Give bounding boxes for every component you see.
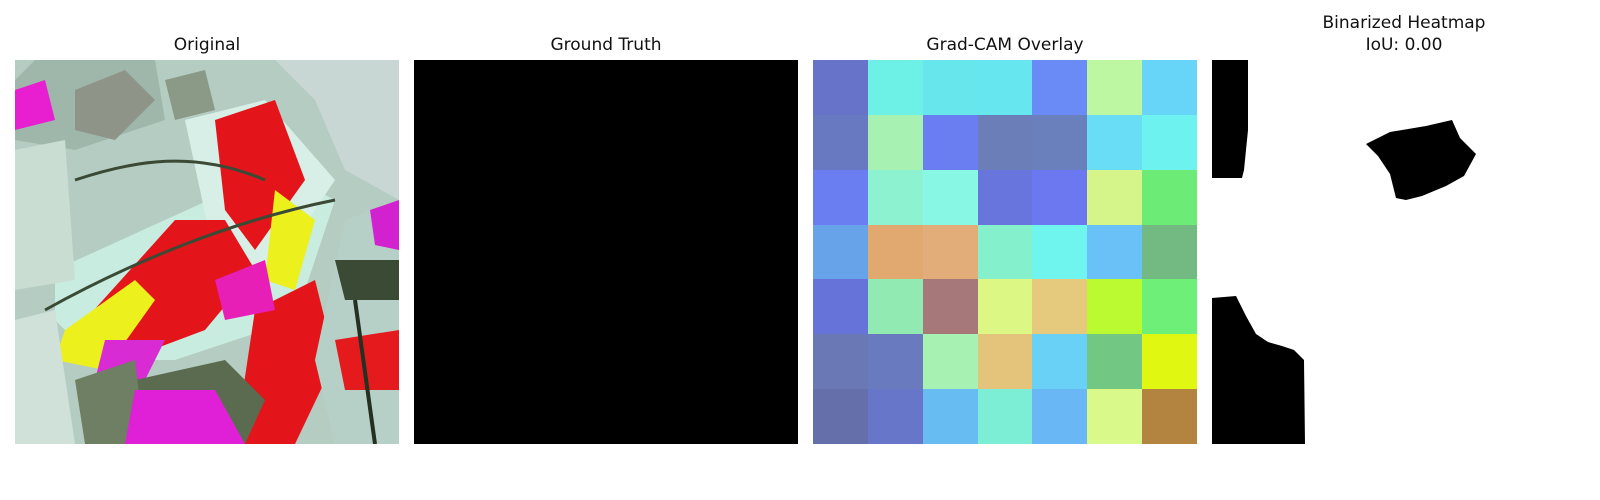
- gradcam-cell: [1087, 224, 1143, 280]
- gradcam-cell: [1087, 389, 1143, 444]
- ground-truth-title: Ground Truth: [550, 35, 662, 55]
- gradcam-cell: [1142, 334, 1197, 390]
- gradcam-cell: [977, 114, 1033, 170]
- gradcam-cell: [1087, 169, 1143, 225]
- gradcam-cell: [1087, 114, 1143, 170]
- gradcam-cell: [977, 224, 1033, 280]
- gradcam-cell: [922, 60, 978, 115]
- gradcam-cell: [922, 334, 978, 390]
- ground-truth-mask: [414, 60, 798, 444]
- gradcam-cell: [922, 279, 978, 335]
- gradcam-cell: [867, 60, 923, 115]
- gradcam-cell: [1087, 334, 1143, 390]
- gradcam-cell: [867, 114, 923, 170]
- gradcam-cell: [1142, 169, 1197, 225]
- gradcam-cell: [1032, 224, 1088, 280]
- gradcam-cell: [1142, 389, 1197, 444]
- original-title: Original: [173, 35, 241, 55]
- gradcam-cell: [1032, 279, 1088, 335]
- gradcam-cell: [813, 334, 868, 390]
- gradcam-cell: [1087, 60, 1143, 115]
- gradcam-cell: [977, 334, 1033, 390]
- binarized-heatmap: [1212, 60, 1596, 444]
- gradcam-cell: [867, 389, 923, 444]
- gradcam-cell: [1142, 224, 1197, 280]
- gradcam-cell: [813, 114, 868, 170]
- gradcam-cell: [867, 224, 923, 280]
- gradcam-cell: [867, 334, 923, 390]
- gradcam-cell: [977, 60, 1033, 115]
- gradcam-cell: [1032, 114, 1088, 170]
- gradcam-cell: [1032, 389, 1088, 444]
- gradcam-cell: [1032, 60, 1088, 115]
- gradcam-cell: [1032, 169, 1088, 225]
- gradcam-cell: [922, 169, 978, 225]
- gradcam-cell: [813, 169, 868, 225]
- gradcam-cell: [867, 169, 923, 225]
- gradcam-cell: [813, 389, 868, 444]
- gradcam-cell: [922, 114, 978, 170]
- gradcam-cell: [867, 279, 923, 335]
- gradcam-cell: [922, 224, 978, 280]
- gradcam-cell: [1142, 60, 1197, 115]
- gradcam-cell: [922, 389, 978, 444]
- iou-label: IoU: 0.00: [1365, 35, 1443, 55]
- original-image: [15, 60, 399, 444]
- gradcam-cell: [977, 279, 1033, 335]
- gradcam-cell: [813, 60, 868, 115]
- gradcam-cell: [977, 389, 1033, 444]
- gradcam-cell: [1032, 334, 1088, 390]
- gradcam-heatmap-grid: [813, 60, 1197, 444]
- gradcam-cell: [1142, 279, 1197, 335]
- gradcam-cell: [1087, 279, 1143, 335]
- gradcam-cell: [813, 279, 868, 335]
- binarized-title: Binarized Heatmap: [1322, 13, 1486, 33]
- gradcam-title: Grad-CAM Overlay: [926, 35, 1084, 55]
- gradcam-cell: [1142, 114, 1197, 170]
- gradcam-cell: [813, 224, 868, 280]
- gradcam-cell: [977, 169, 1033, 225]
